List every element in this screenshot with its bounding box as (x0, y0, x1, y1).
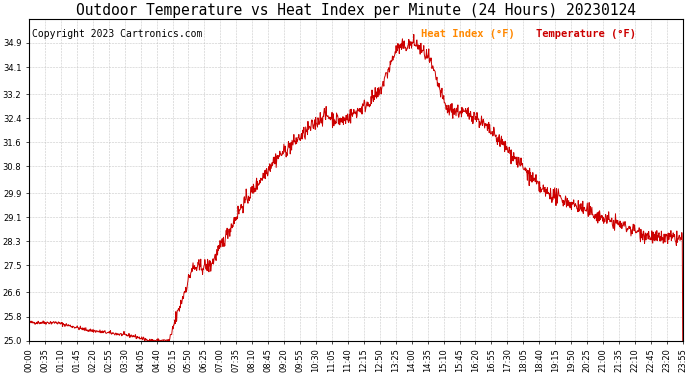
Text: Copyright 2023 Cartronics.com: Copyright 2023 Cartronics.com (32, 28, 203, 39)
Text: Temperature (°F): Temperature (°F) (535, 28, 635, 39)
Title: Outdoor Temperature vs Heat Index per Minute (24 Hours) 20230124: Outdoor Temperature vs Heat Index per Mi… (76, 3, 636, 18)
Text: Heat Index (°F): Heat Index (°F) (422, 28, 515, 39)
